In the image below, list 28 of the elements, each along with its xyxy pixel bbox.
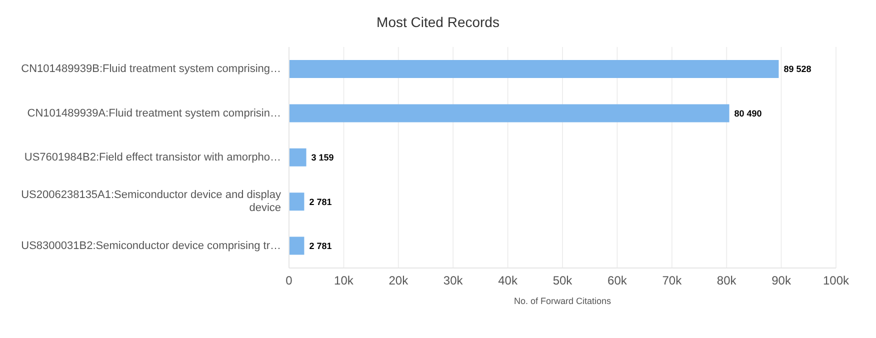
x-tick-label: 40k [498,274,518,288]
x-tick-label: 50k [552,274,574,288]
data-label: 3 159 [311,152,334,163]
x-tick-label: 0 [286,274,293,288]
x-tick-label: 80k [716,274,738,288]
x-axis-title: No. of Forward Citations [514,296,612,306]
x-tick-label: 70k [662,274,683,288]
x-tick-label: 30k [443,274,464,288]
x-tick-label: 20k [388,274,410,288]
y-tick-label: US7601984B2:Field effect transistor with amorpho… [24,152,281,164]
x-tick-label: 100k [822,274,850,288]
data-label: 89 528 [784,64,812,74]
bar [289,192,304,211]
bar [289,148,306,166]
y-tick-label: US2006238135A1:Semiconductor device and display device [21,189,282,214]
y-tick-label: US8300031B2:Semiconductor device comprising tr… [21,240,281,252]
data-label: 80 490 [734,108,762,118]
data-label: 2 781 [309,240,332,251]
bar [289,236,304,255]
chart-title: Most Cited Records [376,14,500,30]
x-tick-label: 60k [608,274,628,288]
bar [289,104,730,122]
y-tick-label: CN101489939A:Fluid treatment system comprisin… [27,107,281,120]
x-tick-label: 10k [334,274,354,288]
x-tick-label: 90k [772,274,792,288]
bar [289,60,779,78]
y-tick-label: CN101489939B:Fluid treatment system comprising… [21,63,281,76]
data-label: 2 781 [309,196,332,207]
